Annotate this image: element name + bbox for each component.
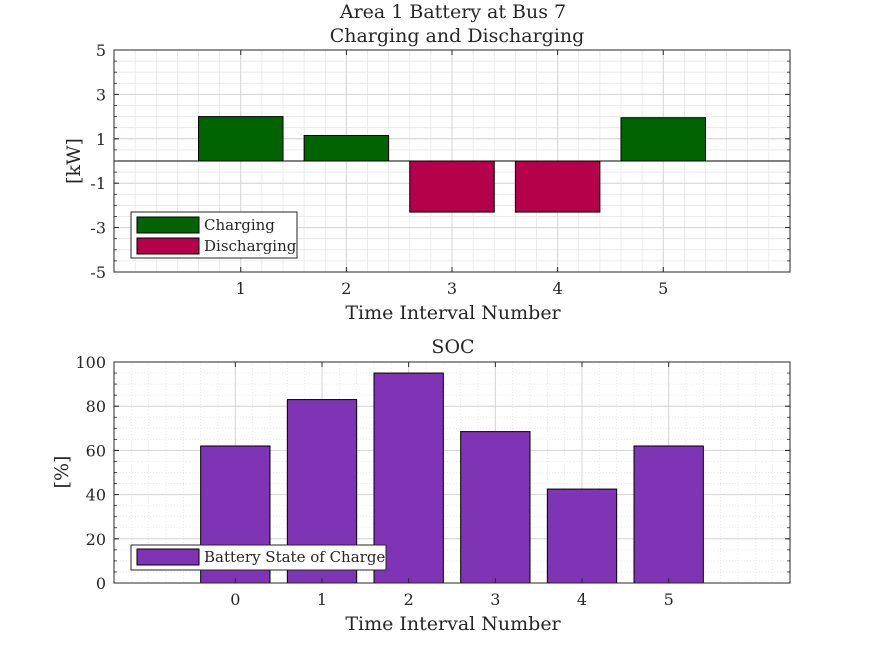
x-tick-label: 1 bbox=[236, 279, 246, 298]
chart2-legend: Battery State of Charge bbox=[130, 544, 387, 571]
legend-label-discharging: Discharging bbox=[204, 237, 297, 255]
charging-discharging-chart: Area 1 Battery at Bus 7 Charging and Dis… bbox=[63, 1, 791, 324]
legend-swatch-soc bbox=[136, 548, 200, 566]
chart2-xlabel: Time Interval Number bbox=[345, 613, 561, 635]
y-tick-label: -3 bbox=[90, 219, 106, 238]
chart1-legend: Charging Discharging bbox=[130, 211, 298, 259]
legend-swatch-discharging bbox=[136, 237, 200, 255]
y-tick-label: 100 bbox=[75, 353, 106, 372]
x-tick-label: 5 bbox=[664, 590, 674, 609]
y-tick-label: -5 bbox=[90, 263, 106, 282]
x-tick-label: 4 bbox=[577, 590, 587, 609]
chart2-ylabel: [%] bbox=[51, 456, 73, 489]
bar bbox=[620, 117, 706, 162]
bar bbox=[303, 134, 390, 162]
bar bbox=[546, 488, 618, 584]
y-tick-label: 60 bbox=[86, 441, 106, 460]
y-tick-label: 3 bbox=[96, 85, 106, 104]
chart1-bars bbox=[198, 116, 706, 213]
bar bbox=[198, 116, 284, 162]
bar bbox=[514, 160, 601, 213]
chart1-subtitle: Charging and Discharging bbox=[330, 25, 585, 47]
legend-swatch-charging bbox=[136, 216, 200, 234]
y-tick-label: 40 bbox=[86, 486, 106, 505]
y-tick-label: 5 bbox=[96, 41, 106, 60]
legend-label-charging: Charging bbox=[204, 216, 275, 234]
y-tick-label: 0 bbox=[96, 574, 106, 593]
x-tick-label: 0 bbox=[230, 590, 240, 609]
x-tick-label: 3 bbox=[490, 590, 500, 609]
x-tick-label: 2 bbox=[341, 279, 351, 298]
y-tick-label: 80 bbox=[86, 397, 106, 416]
x-tick-label: 2 bbox=[404, 590, 414, 609]
chart1-ticks: 1 2 3 4 5 5 3 1 -1 -3 -5 bbox=[90, 41, 790, 298]
chart2-ticks: 0 1 2 3 4 5 0 20 40 60 80 100 bbox=[75, 353, 790, 609]
y-tick-label: -1 bbox=[90, 174, 106, 193]
x-tick-label: 1 bbox=[317, 590, 327, 609]
x-tick-label: 5 bbox=[658, 279, 668, 298]
x-tick-label: 4 bbox=[553, 279, 563, 298]
x-tick-label: 3 bbox=[447, 279, 457, 298]
chart2-title: SOC bbox=[431, 336, 474, 358]
soc-chart: SOC 0 1 2 3 4 5 0 20 40 60 80 100 Time Interval Num… bbox=[51, 336, 791, 635]
y-tick-label: 20 bbox=[86, 530, 106, 549]
chart1-xlabel: Time Interval Number bbox=[345, 302, 561, 324]
chart1-title: Area 1 Battery at Bus 7 bbox=[339, 1, 566, 23]
chart1-ylabel: [kW] bbox=[63, 138, 85, 184]
y-tick-label: 1 bbox=[96, 130, 106, 149]
legend-label-soc: Battery State of Charge bbox=[204, 548, 385, 566]
bar bbox=[409, 160, 495, 213]
bar bbox=[633, 445, 704, 584]
bar bbox=[460, 431, 531, 584]
